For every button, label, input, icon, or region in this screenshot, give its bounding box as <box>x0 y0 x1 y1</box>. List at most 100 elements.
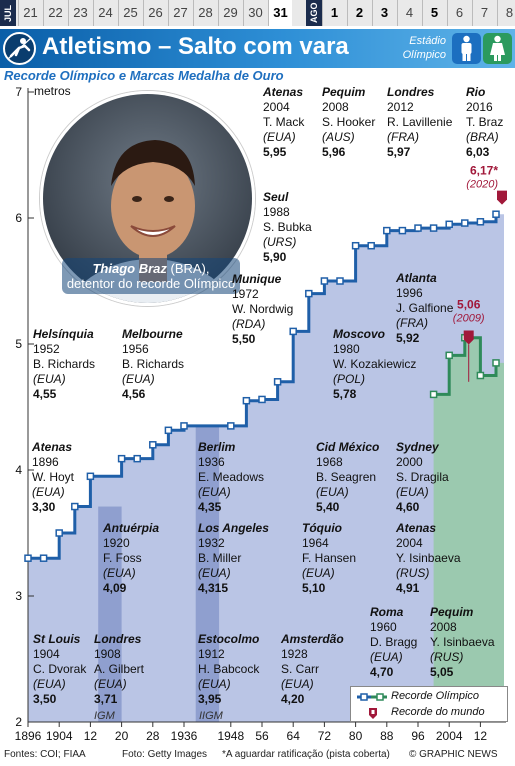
annotation-team: (EUA) <box>32 485 65 499</box>
annotation-amsterdo-1928: Amsterdão 1928 S. Carr (EUA) 4,20 <box>281 632 344 707</box>
annotation-team: (RUS) <box>430 650 464 664</box>
annotation-team: (EUA) <box>103 566 136 580</box>
annotation-atenas-2004: Atenas 2004 Y. Isinbaeva (RUS) 4,91 <box>396 521 461 596</box>
caption-text: detentor do recorde Olímpico <box>66 276 236 291</box>
date-27[interactable]: 27 <box>168 0 192 26</box>
date-1[interactable]: 1 <box>322 0 346 26</box>
page-title: Atletismo – Salto com vara <box>42 33 349 60</box>
date-29[interactable]: 29 <box>218 0 242 26</box>
date-5[interactable]: 5 <box>422 0 446 26</box>
date-31[interactable]: 31 <box>268 0 292 26</box>
date-7[interactable]: 7 <box>472 0 496 26</box>
annotation-city: Atenas <box>396 521 437 535</box>
legend-world-label: Recorde do mundo <box>391 706 485 718</box>
date-23[interactable]: 23 <box>68 0 92 26</box>
date-4[interactable]: 4 <box>397 0 421 26</box>
male-icon <box>452 33 481 64</box>
annotation-value: 4,91 <box>396 581 420 595</box>
pole-vault-icon <box>3 32 36 65</box>
annotation-team: (EUA) <box>198 677 231 691</box>
annotation-moscovo-1980: Moscovo 1980 W. Kozakiewicz (POL) 5,78 <box>333 327 416 402</box>
annotation-value: 5,50 <box>232 332 256 346</box>
annotation-year: 1972 <box>232 287 259 301</box>
annotation-team: (EUA) <box>281 677 314 691</box>
annotation-city: Atenas <box>263 85 304 99</box>
annotation-name: J. Galfione <box>396 301 454 315</box>
series-0-marker <box>164 426 173 435</box>
annotation-team: (EUA) <box>396 485 429 499</box>
date-25[interactable]: 25 <box>118 0 142 26</box>
date-22[interactable]: 22 <box>43 0 67 26</box>
annotation-value: 4,56 <box>122 387 146 401</box>
series-0-marker <box>71 502 79 511</box>
date-24[interactable]: 24 <box>93 0 117 26</box>
annotation-pequim-2008: Pequim 2008 S. Hooker (AUS) 5,96 <box>322 85 375 160</box>
annotation-team: (URS) <box>263 235 297 249</box>
series-0-marker <box>227 422 235 430</box>
date-8[interactable]: 8 <box>497 0 515 26</box>
series-0-marker <box>398 226 407 235</box>
annotation-city: Roma <box>370 605 404 619</box>
series-0-marker <box>492 210 500 218</box>
annotation-berlim-1936: Berlim 1936 E. Meadows (EUA) 4,35 <box>198 440 264 515</box>
annotation-londres-2012: Londres 2012 R. Lavillenie (FRA) 5,97 <box>387 85 452 160</box>
annotation-name: B. Richards <box>122 357 185 371</box>
annotation-team: (EUA) <box>198 485 231 499</box>
annotation-year: 1996 <box>396 286 423 300</box>
annotation-team: (RDA) <box>232 317 266 331</box>
annotation-anturpia-1920: Antuérpia 1920 F. Foss (EUA) 4,09 <box>103 521 159 596</box>
annotation-year: 1912 <box>198 647 225 661</box>
series-0-marker <box>429 224 438 232</box>
annotation-city: Melbourne <box>122 327 183 341</box>
footer-copyright: © GRAPHIC NEWS <box>409 749 498 760</box>
annotation-name: A. Gilbert <box>94 662 145 676</box>
annotation-value: 5,96 <box>322 145 346 159</box>
annotation-city: Helsínquia <box>33 327 94 341</box>
annotation-londres-1908: Londres 1908 A. Gilbert (EUA) 3,71 <box>94 632 144 707</box>
annotation-city: Tóquio <box>302 521 342 535</box>
world-record-year: (2009) <box>453 312 485 324</box>
world-record-marker <box>497 190 507 205</box>
date-2[interactable]: 2 <box>347 0 371 26</box>
annotation-city: Munique <box>232 272 282 286</box>
x-tick-label: 1904 <box>46 729 73 743</box>
annotation-year: 1932 <box>198 536 225 550</box>
annotation-city: Pequim <box>322 85 366 99</box>
legend-world: Recorde do mundo <box>355 705 505 721</box>
annotation-name: W. Kozakiewicz <box>333 357 417 371</box>
series-0-marker <box>320 277 329 285</box>
date-30[interactable]: 30 <box>243 0 267 26</box>
annotation-estocolmo-1912: Estocolmo 1912 H. Babcock (EUA) 3,95 <box>198 632 259 707</box>
annotation-city: Moscovo <box>333 327 386 341</box>
world-record-year: (2020) <box>466 179 498 191</box>
date-3[interactable]: 3 <box>372 0 396 26</box>
annotation-value: 5,78 <box>333 387 357 401</box>
annotation-city: Antuérpia <box>103 521 160 535</box>
annotation-value: 5,97 <box>387 145 411 159</box>
date-28[interactable]: 28 <box>193 0 217 26</box>
annotation-city: Londres <box>94 632 142 646</box>
annotation-name: H. Babcock <box>198 662 260 676</box>
annotation-city: Seul <box>263 190 289 204</box>
date-6[interactable]: 6 <box>447 0 471 26</box>
series-0-marker <box>133 454 141 463</box>
caption-name: Thiago Braz <box>92 261 167 276</box>
annotation-team: (EUA) <box>122 372 155 386</box>
women-area <box>433 337 504 722</box>
annotation-city: Amsterdão <box>281 632 344 646</box>
annotation-team: (RUS) <box>396 566 430 580</box>
date-21[interactable]: 21 <box>18 0 42 26</box>
annotation-name: F. Hansen <box>302 551 357 565</box>
annotation-value: 3,50 <box>33 692 57 706</box>
annotation-name: B. Miller <box>198 551 242 565</box>
series-0-marker <box>258 395 266 404</box>
annotation-name: T. Mack <box>263 115 305 129</box>
annotation-name: S. Bubka <box>263 220 312 234</box>
date-26[interactable]: 26 <box>143 0 167 26</box>
annotation-team: (EUA) <box>198 566 231 580</box>
annotation-name: R. Lavillenie <box>387 115 453 129</box>
x-tick-label: 72 <box>318 729 332 743</box>
chart-subtitle: Recorde Olímpico e Marcas Medalha de Our… <box>4 68 284 83</box>
y-axis-unit: metros <box>34 84 71 98</box>
